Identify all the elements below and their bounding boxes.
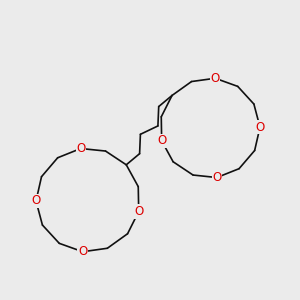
Text: O: O <box>32 194 40 208</box>
Text: O: O <box>157 134 166 147</box>
Text: O: O <box>76 142 86 155</box>
Text: O: O <box>212 171 221 184</box>
Text: O: O <box>78 245 87 258</box>
Text: O: O <box>211 72 220 85</box>
Text: O: O <box>255 121 265 134</box>
Text: O: O <box>134 205 143 218</box>
